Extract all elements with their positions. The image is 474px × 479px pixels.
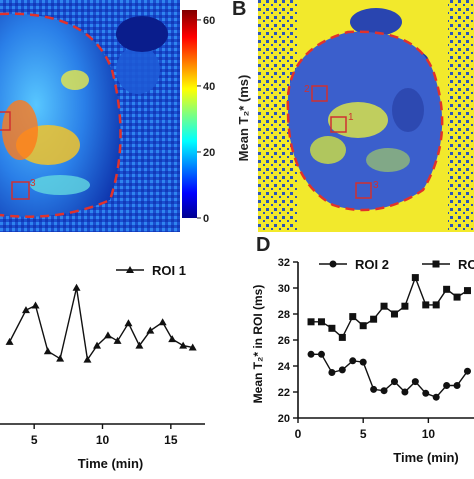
data-point: [359, 358, 367, 366]
data-point: [453, 382, 461, 389]
legend-marker: [329, 260, 337, 268]
colorbar-gradient: [182, 10, 197, 218]
y-tick-label: 22: [278, 387, 290, 399]
data-point: [390, 378, 398, 386]
legend-entry: ROI 1: [116, 263, 186, 278]
roi-1-label-b: 1: [348, 112, 354, 123]
t2-map-b-image: 2 1 3: [258, 0, 474, 232]
colorbar-tick-label: 60: [203, 15, 215, 27]
x-tick-label: 0: [295, 427, 302, 441]
data-point: [21, 306, 30, 314]
data-point: [443, 382, 451, 389]
data-point: [188, 343, 197, 351]
data-point: [146, 326, 155, 334]
data-point: [432, 393, 440, 401]
x-tick-label: 15: [164, 433, 178, 447]
legend-marker: [432, 260, 440, 268]
roi-3-label-a: 3: [30, 178, 36, 189]
data-point: [401, 302, 409, 310]
colorbar-tick-label: 20: [203, 147, 215, 159]
roi-3-label-b: 3: [373, 180, 379, 191]
x-axis-label: Time (min): [393, 450, 459, 465]
chart-c: 5 10 15 Time (min) ROI 1: [0, 236, 250, 474]
y-axis-label: Mean T₂* in ROI (ms): [251, 285, 265, 404]
legend-label: ROI 1: [152, 263, 186, 278]
chart-d: 0 5 10 20 22 24 26 28 30 32 Time (min) Mean T₂* in …: [250, 234, 474, 474]
series-roi-1: [5, 283, 197, 363]
t2-map-b: 2 1 3 B: [232, 0, 474, 232]
roi-2-label-b: 2: [304, 84, 310, 95]
x-tick-label: 5: [360, 427, 367, 441]
data-point: [463, 287, 471, 295]
legend-entry: ROI 2: [319, 257, 389, 272]
series-line: [311, 275, 468, 339]
legend-entry: RO: [422, 257, 474, 272]
data-point: [338, 366, 346, 374]
data-point: [370, 385, 378, 393]
data-point: [113, 336, 122, 344]
data-point: [422, 389, 430, 397]
y-tick-label: 30: [278, 283, 290, 295]
data-point: [349, 313, 357, 321]
data-point: [307, 318, 315, 326]
data-point: [93, 341, 102, 349]
t2-map-a-image: 3: [0, 0, 180, 232]
data-point: [380, 302, 388, 310]
data-point: [317, 350, 325, 358]
t2-map-a: 3: [0, 0, 180, 232]
data-point: [359, 322, 367, 330]
series-ro: [307, 274, 471, 341]
x-tick-label: 10: [96, 433, 110, 447]
data-point: [390, 310, 398, 318]
x-tick-label: 5: [31, 433, 38, 447]
data-point: [83, 355, 92, 363]
data-point: [5, 337, 14, 345]
y-tick-label: 24: [278, 361, 291, 373]
data-point: [179, 341, 188, 349]
data-point: [103, 331, 112, 339]
x-axis-label: Time (min): [78, 456, 144, 471]
data-point: [349, 357, 357, 365]
colorbar-tick-label: 0: [203, 213, 209, 225]
data-point: [168, 335, 177, 343]
data-point: [56, 354, 65, 362]
data-point: [317, 318, 325, 326]
y-tick-label: 26: [278, 335, 290, 347]
data-point: [124, 319, 133, 327]
data-point: [411, 274, 419, 282]
y-tick-label: 28: [278, 309, 290, 321]
data-point: [453, 293, 461, 301]
data-point: [401, 388, 409, 396]
y-tick-label: 32: [278, 257, 290, 269]
data-point: [338, 333, 346, 341]
data-point: [443, 285, 451, 293]
data-point: [31, 301, 40, 309]
series-line: [311, 353, 469, 399]
data-point: [370, 315, 378, 323]
panel-letter-d: D: [256, 234, 271, 256]
data-point: [72, 283, 81, 291]
colorbar-label: Mean T₂* (ms): [236, 75, 251, 162]
y-tick-label: 20: [278, 413, 290, 425]
data-point: [307, 350, 315, 358]
colorbar: 60 40 20 0 Mean T₂* (ms): [178, 8, 258, 228]
legend-label: ROI 2: [355, 257, 389, 272]
panel-letter-b: B: [232, 0, 247, 20]
data-point: [135, 341, 144, 349]
data-point: [422, 301, 430, 309]
data-point: [328, 369, 336, 376]
x-tick-label: 10: [422, 427, 436, 441]
data-point: [432, 301, 440, 309]
legend-label: RO: [458, 257, 474, 272]
data-point: [43, 347, 52, 355]
data-point: [158, 318, 167, 326]
series-roi-2: [307, 350, 471, 401]
colorbar-tick-label: 40: [203, 81, 215, 93]
data-point: [463, 367, 471, 375]
legend-marker: [126, 266, 134, 273]
data-point: [328, 324, 336, 332]
data-point: [380, 387, 388, 395]
data-point: [411, 378, 419, 386]
